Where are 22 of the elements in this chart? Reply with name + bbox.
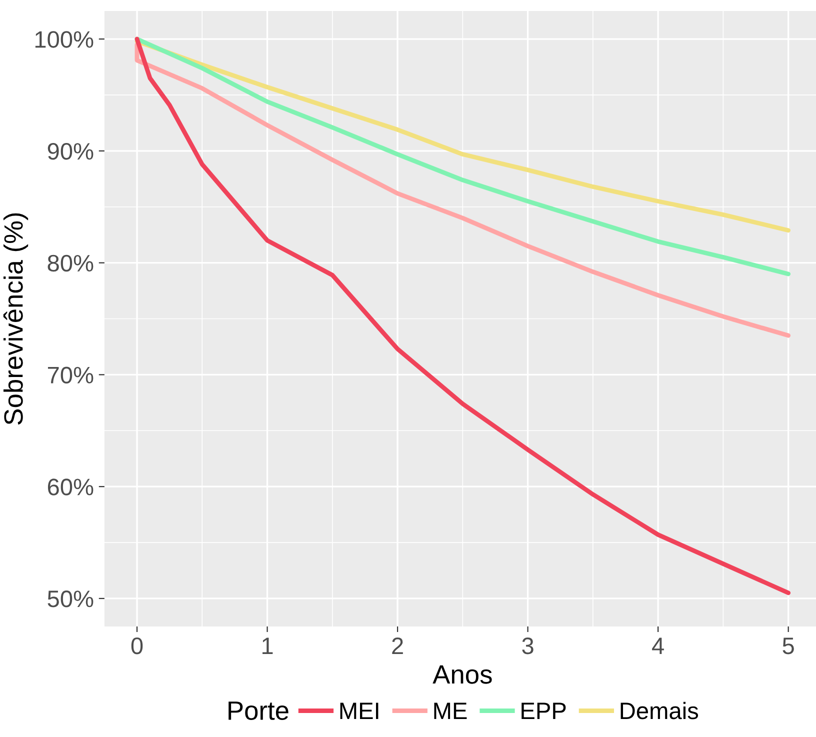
y-tick-label: 100% — [35, 31, 94, 48]
legend-label: Demais — [620, 702, 698, 720]
x-tick-label: 2 — [392, 637, 403, 654]
x-axis-title: Anos — [432, 665, 492, 684]
x-tick-label: 0 — [131, 637, 143, 654]
line-series — [134, 36, 791, 596]
line-series — [134, 42, 791, 338]
y-tick-label: 90% — [48, 142, 94, 160]
y-tick-label: 80% — [48, 254, 94, 272]
legend-label: ME — [434, 702, 467, 720]
line-series — [134, 39, 791, 233]
y-axis-title: Sobrevivência (%) — [3, 213, 28, 425]
legend-label: MEI — [340, 702, 378, 720]
x-tick-label: 3 — [522, 637, 534, 654]
legend-title: Porte — [228, 702, 288, 720]
y-tick-label: 50% — [48, 590, 94, 608]
x-tick-label: 1 — [262, 638, 273, 654]
y-tick-label: 70% — [48, 366, 94, 384]
legend-label: EPP — [522, 702, 566, 720]
x-tick-label: 4 — [652, 638, 664, 654]
y-tick-label: 60% — [48, 478, 94, 496]
x-tick-label: 5 — [782, 638, 794, 654]
